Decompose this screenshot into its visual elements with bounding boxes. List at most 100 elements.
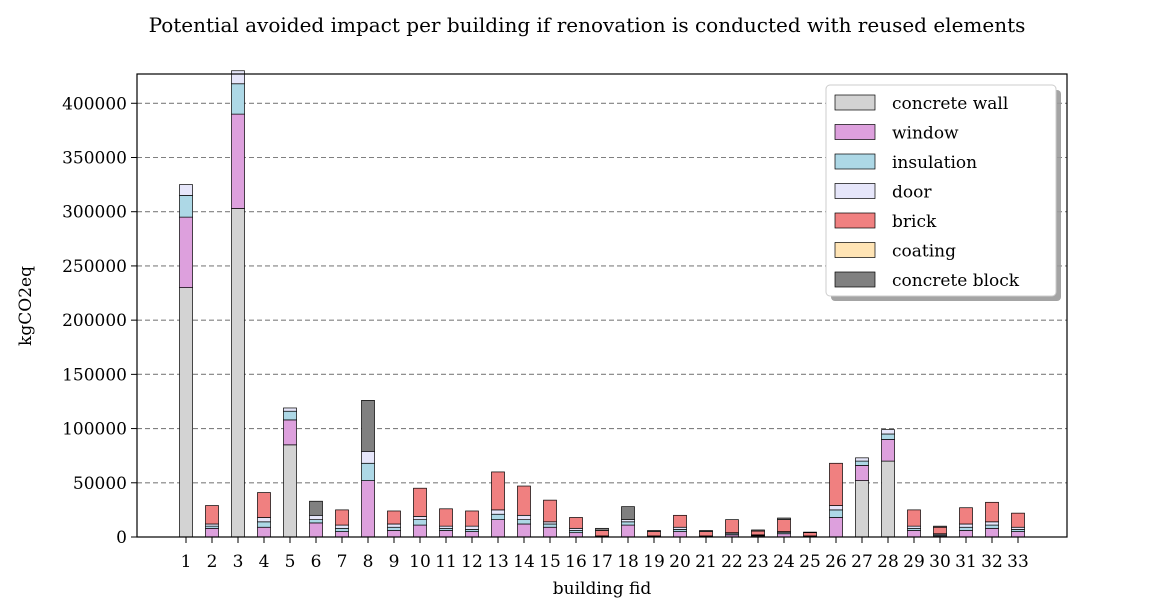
x-tick-label: 25 xyxy=(799,552,821,572)
bar-segment xyxy=(205,505,219,525)
bar-segment xyxy=(725,519,739,534)
x-tick-label: 6 xyxy=(311,552,322,572)
bar-segment xyxy=(335,531,349,538)
bar-segment xyxy=(855,460,869,466)
bar-segment xyxy=(985,521,999,526)
legend-swatch xyxy=(834,183,876,199)
bar-segment xyxy=(1011,531,1025,538)
bar-segment xyxy=(335,509,349,526)
y-tick-label: 300000 xyxy=(62,203,127,223)
bar-segment xyxy=(881,429,895,435)
y-tick-label: 200000 xyxy=(62,311,127,331)
bar-segment xyxy=(465,531,479,538)
x-tick-label: 3 xyxy=(233,552,244,572)
bar-segment xyxy=(985,527,999,538)
bar-segment xyxy=(491,471,505,511)
bar-segment xyxy=(777,517,791,521)
bar-segment xyxy=(803,531,817,534)
bar-segment xyxy=(855,457,869,462)
bar-segment xyxy=(231,70,245,85)
x-tick-label: 18 xyxy=(617,552,639,572)
y-axis-label: kgCO2eq xyxy=(16,266,36,346)
x-tick-label: 8 xyxy=(363,552,374,572)
x-tick-label: 33 xyxy=(1007,552,1029,572)
bar-segment xyxy=(309,522,323,538)
bar-segment xyxy=(959,530,973,538)
y-tick-label: 400000 xyxy=(62,94,127,114)
x-tick-label: 29 xyxy=(903,552,925,572)
x-tick-label: 27 xyxy=(851,552,873,572)
bar-segment xyxy=(647,530,661,532)
bar-segment xyxy=(491,519,505,538)
bar-segment xyxy=(283,419,297,446)
bar-segment xyxy=(413,519,427,526)
bar-segment xyxy=(959,507,973,525)
x-tick-label: 26 xyxy=(825,552,847,572)
bar-segment xyxy=(179,195,193,218)
bar-segment xyxy=(673,531,687,538)
bar-segment xyxy=(959,526,973,531)
bar-segment xyxy=(335,527,349,532)
legend: concrete wall window insulation door brick co… xyxy=(825,84,1061,301)
bar-segment xyxy=(1011,512,1025,528)
bar-segment xyxy=(933,525,947,528)
bar-segment xyxy=(621,524,635,538)
bar-segment xyxy=(907,530,921,538)
bar-segment xyxy=(569,517,583,529)
bar-segment xyxy=(933,526,947,535)
x-tick-label: 21 xyxy=(695,552,717,572)
y-tick-label: 0 xyxy=(116,528,127,548)
bar-segment xyxy=(881,460,895,538)
bar-segment xyxy=(881,433,895,440)
legend-label: concrete wall xyxy=(892,94,1008,114)
bar-segment xyxy=(439,508,453,527)
bar-segment xyxy=(829,505,843,511)
legend-label: insulation xyxy=(892,153,977,173)
legend-label: door xyxy=(892,183,932,203)
bar-segment xyxy=(257,517,271,523)
bar-segment xyxy=(543,523,557,528)
plot-frame xyxy=(136,73,1068,538)
bar-segment xyxy=(959,523,973,528)
legend-box xyxy=(825,84,1057,297)
bar-segment xyxy=(413,487,427,517)
legend-label: window xyxy=(892,124,959,144)
bar-segment xyxy=(673,514,687,528)
bar-segment xyxy=(257,526,271,538)
bar-segment xyxy=(179,287,193,538)
legend-swatch xyxy=(834,124,876,140)
legend-swatch xyxy=(834,153,876,170)
bar-segment xyxy=(595,527,609,531)
x-tick-label: 30 xyxy=(929,552,951,572)
x-tick-label: 1 xyxy=(181,552,192,572)
bar-segment xyxy=(491,509,505,515)
legend-swatch xyxy=(834,94,876,111)
bar-segment xyxy=(621,506,635,521)
bar-segment xyxy=(829,517,843,538)
bar-segment xyxy=(361,480,375,538)
x-tick-label: 31 xyxy=(955,552,977,572)
x-tick-label: 4 xyxy=(259,552,270,572)
bar-segment xyxy=(231,83,245,115)
bar-segment xyxy=(491,513,505,521)
bar-segment xyxy=(309,500,323,516)
legend-label: brick xyxy=(892,212,937,232)
bar-segment xyxy=(985,501,999,523)
x-tick-label: 16 xyxy=(565,552,587,572)
bar-segment xyxy=(387,510,401,525)
bar-segment xyxy=(439,530,453,538)
bar-segment xyxy=(517,485,531,516)
legend-swatch xyxy=(834,212,876,229)
bar-segment xyxy=(413,516,427,521)
bar-segment xyxy=(907,509,921,527)
x-tick-label: 22 xyxy=(721,552,743,572)
x-tick-label: 17 xyxy=(591,552,613,572)
bar-segment xyxy=(829,509,843,518)
bar-segment xyxy=(777,519,791,532)
x-tick-label: 9 xyxy=(389,552,400,572)
y-tick-label: 50000 xyxy=(73,474,127,494)
bar-segment xyxy=(413,524,427,538)
bar-segment xyxy=(283,444,297,538)
bar-segment xyxy=(699,531,713,537)
